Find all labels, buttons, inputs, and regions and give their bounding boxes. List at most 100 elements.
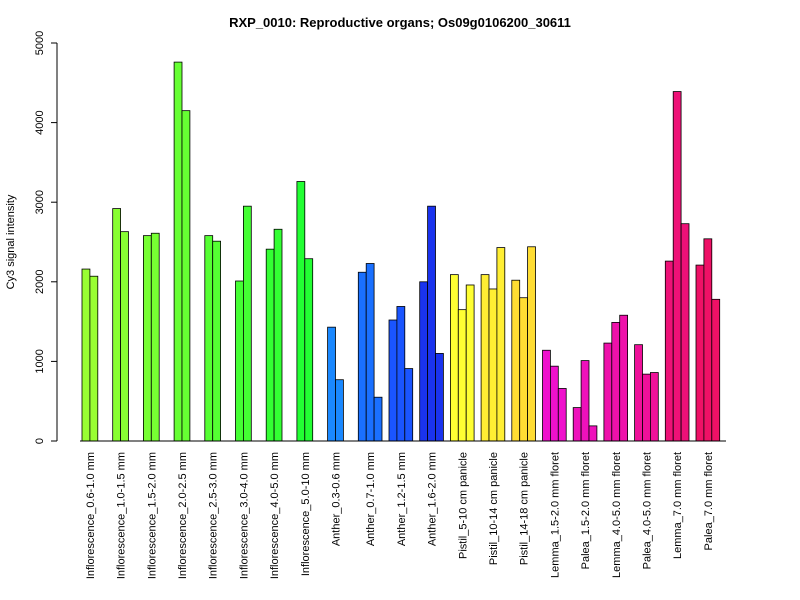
x-tick-label: Lemma_7.0 mm floret xyxy=(672,452,684,559)
bar-group xyxy=(112,208,129,442)
bar xyxy=(273,228,283,442)
bar-group xyxy=(419,205,444,442)
bar xyxy=(204,235,214,442)
bar xyxy=(235,280,244,442)
bar xyxy=(619,314,629,442)
x-tick-label: Lemma_4.0-5.0 mm floret xyxy=(611,452,623,578)
bar xyxy=(327,326,336,442)
bar-group xyxy=(449,274,475,442)
x-axis: Inflorescence_0.6-1.0 mm Inflorescence_1.… xyxy=(80,440,726,579)
bar xyxy=(335,379,344,442)
bar xyxy=(672,91,682,442)
bar-group xyxy=(511,246,536,442)
y-axis-label: Cy3 signal intensity xyxy=(5,194,17,289)
bar xyxy=(150,232,160,442)
bar xyxy=(465,284,475,442)
bar-group xyxy=(542,349,567,442)
bar xyxy=(304,258,314,442)
x-tick-label: Inflorescence_3.0-4.0 mm xyxy=(238,452,250,579)
bar-group xyxy=(81,268,99,442)
bar xyxy=(242,205,252,442)
bar xyxy=(89,275,99,442)
bar xyxy=(112,208,121,442)
bar xyxy=(404,368,414,442)
y-axis: 0 1000 2000 3000 4000 5000 xyxy=(34,31,58,444)
bar-group xyxy=(664,91,690,442)
x-tick-label: Inflorescence_1.0-1.5 mm xyxy=(116,452,128,579)
bar-group xyxy=(603,314,629,442)
bar xyxy=(357,271,367,442)
bar xyxy=(488,288,498,442)
bar-group xyxy=(695,238,721,442)
bar xyxy=(142,235,152,442)
bar xyxy=(449,274,459,442)
bar xyxy=(511,279,521,442)
x-tick-label: Palea_1.5-2.0 mm floret xyxy=(580,452,592,569)
bar xyxy=(265,248,275,442)
bar-group xyxy=(265,228,283,442)
bar xyxy=(212,240,221,442)
x-tick-label: Inflorescence_2.0-2.5 mm xyxy=(177,452,189,579)
x-tick-label: Anther_0.7-1.0 mm xyxy=(365,452,377,546)
y-tick-label: 5000 xyxy=(34,31,46,55)
bar xyxy=(550,365,559,442)
bar xyxy=(611,321,621,442)
bar-group xyxy=(634,344,659,442)
bar xyxy=(480,274,490,442)
x-tick-label: Lemma_1.5-2.0 mm floret xyxy=(549,452,561,578)
y-tick-label: 1000 xyxy=(34,349,46,373)
x-tick-label: Inflorescence_1.5-2.0 mm xyxy=(146,452,158,579)
chart-title: RXP_0010: Reproductive organs; Os09g0106… xyxy=(229,15,571,30)
bar xyxy=(373,396,383,442)
x-tick-label: Pistil_14-18 cm panicle xyxy=(519,452,531,565)
x-tick-label: Inflorescence_2.5-3.0 mm xyxy=(208,452,220,579)
bar-group xyxy=(327,326,344,442)
y-tick-label: 2000 xyxy=(34,270,46,294)
x-tick-label: Palea_4.0-5.0 mm floret xyxy=(641,452,653,569)
bar xyxy=(580,360,590,442)
bar-group xyxy=(173,61,191,442)
bar xyxy=(695,264,705,442)
bar xyxy=(388,319,398,442)
bar xyxy=(664,260,674,442)
bar xyxy=(634,344,643,442)
bar-group xyxy=(357,263,383,442)
x-tick-label: Anther_1.2-1.5 mm xyxy=(396,452,408,546)
x-tick-label: Pistil_5-10 cm panicle xyxy=(457,452,469,559)
bar xyxy=(181,110,191,442)
bar xyxy=(557,388,567,442)
bar-group xyxy=(572,360,598,442)
bar-group xyxy=(142,232,160,442)
bar xyxy=(435,353,444,442)
bar-group xyxy=(480,247,506,442)
bar xyxy=(680,223,690,442)
bar xyxy=(296,181,306,442)
bar xyxy=(496,247,506,442)
bar xyxy=(457,309,467,442)
bar xyxy=(419,281,429,442)
y-tick-label: 3000 xyxy=(34,190,46,214)
bar-group xyxy=(235,205,252,442)
bar-group xyxy=(296,181,314,442)
bar xyxy=(711,298,721,442)
bar xyxy=(519,297,529,442)
bar xyxy=(527,246,536,442)
x-tick-label: Pistil_10-14 cm panicle xyxy=(488,452,500,565)
bar xyxy=(396,306,406,442)
bar xyxy=(120,231,129,442)
x-tick-label: Inflorescence_5.0-10 mm xyxy=(300,452,312,576)
bar xyxy=(427,205,436,442)
bar xyxy=(603,342,613,442)
x-tick-label: Inflorescence_4.0-5.0 mm xyxy=(269,452,281,579)
bar xyxy=(572,407,582,442)
x-tick-label: Anther_1.6-2.0 mm xyxy=(427,452,439,546)
y-tick-label: 4000 xyxy=(34,110,46,134)
bar xyxy=(642,373,651,442)
x-tick-label: Palea_7.0 mm floret xyxy=(703,452,715,550)
bar xyxy=(81,268,91,442)
bar-group xyxy=(204,235,221,442)
bar xyxy=(650,372,659,442)
x-tick-label: Anther_0.3-0.6 mm xyxy=(331,452,343,546)
